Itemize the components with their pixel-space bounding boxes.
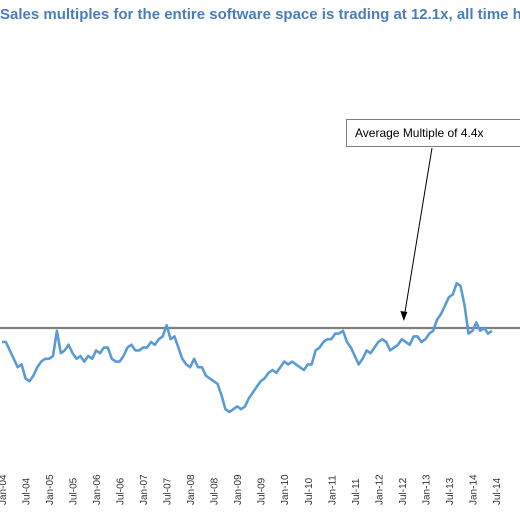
chart-title: Sales multiples for the entire software … (0, 6, 520, 23)
x-tick-label: Jul-09 (257, 477, 268, 505)
x-tick-label: Jul-04 (22, 477, 33, 505)
annotation-arrow-head (400, 311, 408, 321)
x-tick-label: Jul-08 (210, 477, 221, 505)
x-tick-label: Jul-12 (398, 477, 409, 505)
series-line (2, 281, 493, 414)
annotation-box: Average Multiple of 4.4x (346, 119, 520, 147)
x-tick-label: Jul-10 (304, 477, 315, 505)
x-tick-label: Jan-14 (468, 474, 479, 505)
annotation-arrow-line (403, 147, 433, 320)
annotation-text: Average Multiple of 4.4x (355, 126, 484, 140)
x-tick-label: Jul-11 (351, 478, 362, 505)
x-tick-label: Jan-10 (280, 474, 291, 505)
x-tick-label: Jul-13 (445, 477, 456, 505)
x-tick-label: Jan-09 (233, 474, 244, 505)
x-tick-label: Jul-14 (492, 477, 503, 505)
x-tick-label: Jan-06 (92, 474, 103, 505)
x-tick-label: Jan-11 (327, 475, 338, 505)
x-tick-label: Jan-13 (421, 474, 432, 505)
x-tick-label: Jan-12 (374, 474, 385, 505)
x-tick-label: Jan-05 (45, 474, 56, 505)
x-tick-label: Jul-05 (69, 477, 80, 505)
x-tick-label: Jul-07 (163, 477, 174, 505)
x-tick-label: Jan-08 (186, 474, 197, 505)
x-tick-label: Jan-04 (0, 474, 9, 505)
x-tick-label: Jul-06 (116, 477, 127, 505)
x-tick-label: Jan-07 (139, 474, 150, 505)
